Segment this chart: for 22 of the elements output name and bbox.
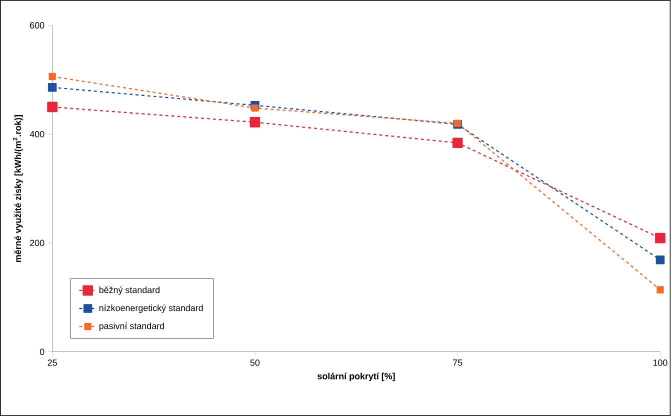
y-tick-label: 0 — [40, 348, 44, 355]
x-tick-label: 100 — [653, 360, 668, 366]
legend-label: běžný standard — [99, 286, 160, 295]
point — [656, 286, 664, 294]
legend-label: pasivní standard — [99, 322, 164, 331]
y-axis-title: měrné využité zisky [kWh/(m$^{2}$.rok)] — [12, 115, 23, 262]
point — [452, 138, 463, 148]
x-tick-label: 50 — [250, 360, 260, 366]
point — [655, 232, 666, 244]
y-tick-label: 200 — [30, 240, 44, 246]
point — [250, 116, 260, 128]
point — [48, 72, 56, 80]
x-tick-label: 25 — [48, 360, 57, 366]
point — [251, 104, 259, 112]
point — [656, 255, 665, 264]
point — [48, 82, 57, 92]
x-tick-label: 75 — [453, 360, 462, 366]
point — [47, 102, 58, 112]
y-tick-label: 600 — [30, 22, 44, 29]
legend-label: nízkoenergetický standard — [99, 304, 203, 313]
x-axis-title: solární pokrytí [%] — [318, 372, 395, 382]
y-tick-label: 400 — [30, 130, 44, 138]
